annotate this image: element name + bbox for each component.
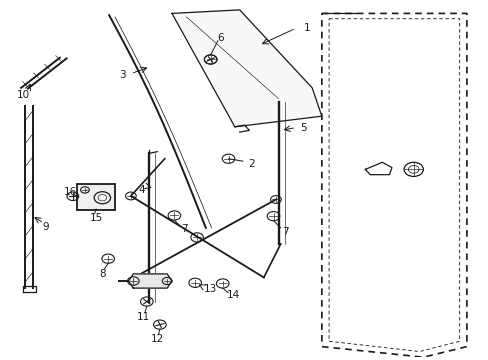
Text: 12: 12 (150, 334, 164, 344)
FancyBboxPatch shape (77, 184, 115, 210)
Text: 3: 3 (119, 71, 126, 80)
Text: 8: 8 (100, 269, 106, 279)
Polygon shape (128, 274, 172, 288)
Text: 1: 1 (304, 23, 310, 33)
Text: 6: 6 (217, 33, 224, 43)
Text: 7: 7 (181, 224, 187, 234)
Text: 13: 13 (203, 284, 217, 294)
Text: 15: 15 (89, 212, 102, 222)
Text: 11: 11 (136, 312, 149, 322)
Text: 7: 7 (282, 227, 288, 237)
Text: 4: 4 (139, 185, 145, 195)
Text: 14: 14 (226, 290, 240, 300)
Text: 9: 9 (42, 222, 48, 232)
Polygon shape (172, 10, 321, 127)
Text: 5: 5 (300, 122, 306, 132)
Text: 10: 10 (17, 90, 30, 100)
Text: 16: 16 (64, 188, 77, 197)
Text: 2: 2 (248, 159, 255, 169)
